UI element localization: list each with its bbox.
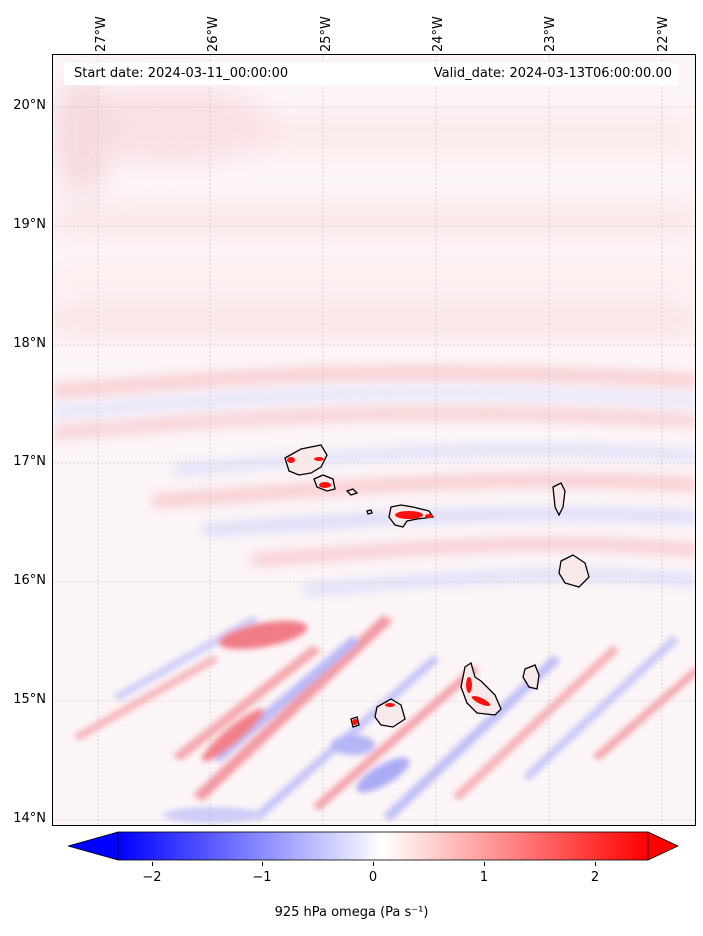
colorbar-label-p1: 1 [479, 870, 489, 885]
colorbar-tick-p1 [484, 862, 485, 866]
island-santiago [460, 661, 502, 716]
colorbar-label-m1: −1 [252, 870, 272, 885]
omega-field-map [53, 55, 695, 825]
colorbar-extend-min [68, 831, 119, 861]
colorbar-label-0: 0 [368, 870, 378, 885]
colorbar-tick-m1 [262, 862, 263, 866]
lat-label-18n: 18°N [13, 336, 46, 351]
island-hotspots [287, 457, 491, 725]
island-santa-luzia [345, 488, 359, 496]
lon-label-22w: 22°W [656, 16, 671, 52]
lon-label-26w: 26°W [206, 16, 221, 52]
field-background [53, 55, 695, 825]
map-frame [52, 54, 696, 826]
colorbar-extend-max [647, 831, 679, 861]
island-santo-antao [284, 444, 328, 476]
southern-streaks [73, 615, 695, 823]
lat-label-17n: 17°N [13, 454, 46, 469]
island-boa-vista [558, 554, 590, 588]
lat-label-14n: 14°N [13, 811, 46, 826]
island-fogo [374, 698, 406, 728]
lon-label-24w: 24°W [431, 16, 446, 52]
island-sal [552, 482, 566, 517]
graticule [53, 55, 695, 825]
lon-label-25w: 25°W [319, 16, 334, 52]
info-bar: Start date: 2024-03-11_00:00:00 Valid_da… [64, 63, 678, 85]
colorbar-title: 925 hPa omega (Pa s⁻¹) [274, 905, 429, 920]
start-date-label: Start date: 2024-03-11_00:00:00 [74, 66, 289, 81]
valid-date-label: Valid_date: 2024-03-13T06:00:00.00 [433, 66, 672, 81]
colorbar-tick-p2 [595, 862, 596, 866]
lat-label-20n: 20°N [13, 98, 46, 113]
island-coastlines [284, 444, 590, 728]
island-sao-nicolau-islet [366, 509, 373, 515]
colorbar-label-p2: 2 [590, 870, 600, 885]
colorbar-tick-m2 [152, 862, 153, 866]
colorbar-label-m2: −2 [142, 870, 162, 885]
lon-label-23w: 23°W [543, 16, 558, 52]
lat-label-16n: 16°N [13, 573, 46, 588]
colorbar-gradient [117, 831, 649, 861]
lat-label-19n: 19°N [13, 217, 46, 232]
colorbar-tick-0 [373, 862, 374, 866]
lat-label-15n: 15°N [13, 692, 46, 707]
lon-label-27w: 27°W [94, 16, 109, 52]
wave-bands [53, 366, 695, 595]
colorbar [68, 831, 679, 861]
island-maio [522, 664, 540, 690]
